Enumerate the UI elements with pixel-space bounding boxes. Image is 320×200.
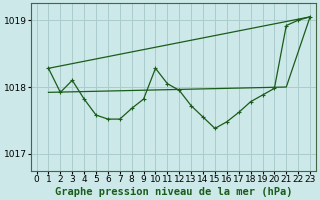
X-axis label: Graphe pression niveau de la mer (hPa): Graphe pression niveau de la mer (hPa) [55,186,292,197]
